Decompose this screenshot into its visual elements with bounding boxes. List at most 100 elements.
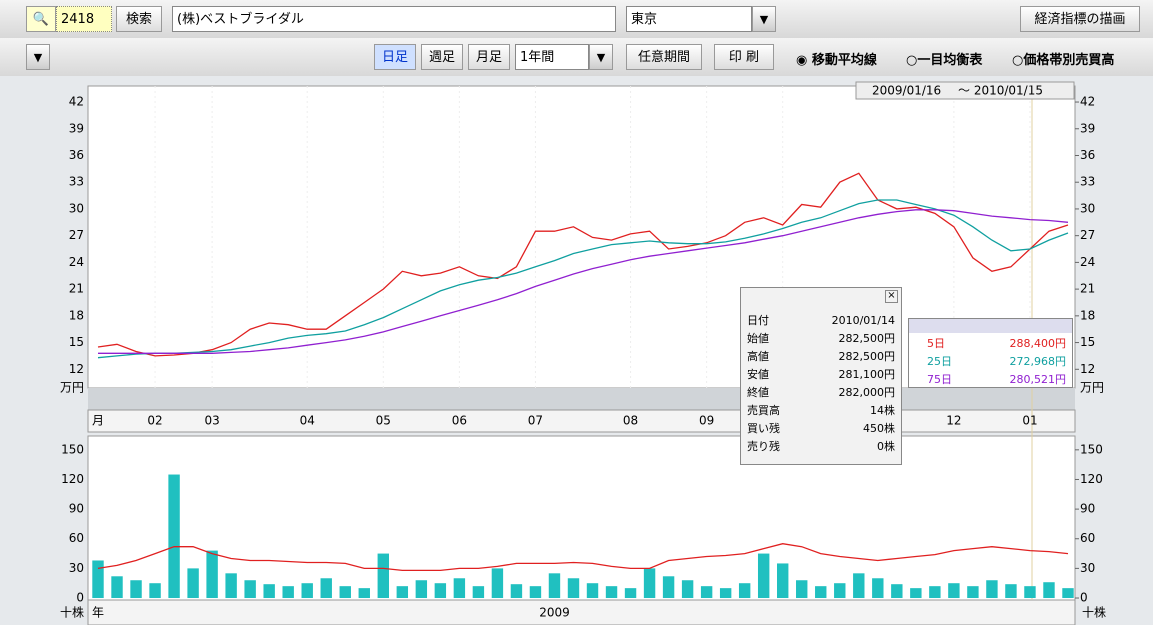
ma-value: 272,968円 bbox=[1009, 355, 1067, 368]
market-dropdown[interactable]: ▼ bbox=[752, 6, 776, 32]
x-tick-label: 01 bbox=[1022, 414, 1037, 428]
y-tick-label: 39 bbox=[69, 121, 84, 135]
tooltip-label: 売買高 bbox=[747, 404, 780, 417]
ma-row: 25日 272,968円 bbox=[909, 353, 1072, 371]
volume-bar bbox=[738, 583, 751, 599]
y-tick-label: 33 bbox=[69, 175, 84, 189]
y-tick-label: 90 bbox=[69, 502, 84, 516]
market-select[interactable]: 東京 bbox=[626, 6, 752, 32]
y-tick-label: 24 bbox=[1080, 255, 1095, 269]
tooltip-label: 高値 bbox=[747, 350, 769, 363]
x-tick-label: 03 bbox=[204, 414, 219, 428]
volume-bar bbox=[491, 568, 504, 599]
y-tick-label: 21 bbox=[1080, 282, 1095, 296]
y-tick-label: 60 bbox=[1080, 531, 1095, 545]
ma-value: 280,521円 bbox=[1009, 373, 1067, 386]
y-tick-label: 120 bbox=[61, 472, 84, 486]
volume-bar bbox=[815, 586, 827, 599]
volume-bar bbox=[225, 573, 237, 599]
search-icon[interactable]: 🔍 bbox=[26, 6, 56, 32]
x-tick-label: 09 bbox=[699, 414, 714, 428]
volume-bar bbox=[872, 578, 884, 599]
menu-dropdown[interactable]: ▼ bbox=[26, 44, 50, 70]
tooltip-label: 始値 bbox=[747, 332, 769, 345]
volume-bar bbox=[453, 578, 466, 599]
volume-bar bbox=[415, 580, 428, 599]
x-tick-label: 月 bbox=[92, 414, 104, 428]
y-tick-label: 27 bbox=[1080, 228, 1095, 242]
ma-row: 75日 280,521円 bbox=[909, 371, 1072, 389]
volume-bar bbox=[605, 586, 618, 599]
volume-bar bbox=[548, 573, 561, 599]
y-tick-label: 18 bbox=[1080, 308, 1095, 322]
search-button[interactable]: 検索 bbox=[116, 6, 162, 32]
ma-value: 288,400円 bbox=[1009, 337, 1067, 350]
ma-label: 75日 bbox=[927, 373, 952, 386]
tooltip-row: 終値 282,000円 bbox=[741, 384, 901, 402]
ma-panel: 5日 288,400円 25日 272,968円 75日 280,521円 bbox=[908, 318, 1073, 388]
chart: 2009/01/16 ～ 2010/01/15 万円 万円 十株 十株 12 12… bbox=[0, 76, 1153, 625]
y-unit: 十株 bbox=[60, 605, 84, 620]
print-button[interactable]: 印 刷 bbox=[714, 44, 774, 70]
ma-label: 25日 bbox=[927, 355, 952, 368]
volume-bar bbox=[681, 580, 694, 599]
y-tick-label: 0 bbox=[1080, 591, 1088, 605]
volume-bar bbox=[834, 583, 846, 599]
code-input[interactable]: 2418 bbox=[56, 6, 112, 32]
y-tick-label: 30 bbox=[69, 201, 84, 215]
tooltip-value: 281,100円 bbox=[838, 368, 896, 381]
period-week[interactable]: 週足 bbox=[421, 44, 463, 70]
volume-bar bbox=[510, 584, 523, 599]
tooltip-value: 282,500円 bbox=[838, 350, 896, 363]
volume-bar bbox=[624, 588, 637, 599]
volume-bar bbox=[1062, 588, 1074, 599]
volume-bar bbox=[320, 578, 332, 599]
range-dropdown[interactable]: ▼ bbox=[589, 44, 613, 70]
option-volume-profile[interactable]: ○価格帯別売買高 bbox=[1012, 53, 1115, 68]
volume-bar bbox=[472, 586, 485, 599]
tooltip-row: 高値 282,500円 bbox=[741, 348, 901, 366]
period-month[interactable]: 月足 bbox=[468, 44, 510, 70]
date-range-box bbox=[855, 81, 1075, 100]
y-unit: 万円 bbox=[1080, 381, 1104, 395]
tooltip-value: 282,500円 bbox=[838, 332, 896, 345]
y-tick-label: 18 bbox=[69, 308, 84, 322]
period-day[interactable]: 日足 bbox=[374, 44, 416, 70]
volume-bar bbox=[567, 578, 580, 599]
y-tick-label: 12 bbox=[69, 362, 84, 376]
range-select[interactable]: 1年間 bbox=[515, 44, 589, 70]
volume-bar bbox=[282, 586, 294, 599]
volume-bar bbox=[1043, 582, 1055, 599]
series-line bbox=[97, 199, 1069, 359]
volume-bar bbox=[586, 583, 599, 599]
y-unit: 万円 bbox=[60, 381, 84, 395]
year-band bbox=[87, 599, 1076, 625]
volume-bar bbox=[168, 474, 180, 599]
custom-range-button[interactable]: 任意期間 bbox=[626, 44, 702, 70]
x-tick-label: 07 bbox=[528, 414, 543, 428]
volume-bar bbox=[662, 576, 675, 599]
volume-bar bbox=[1024, 586, 1036, 599]
tooltip-label: 売り残 bbox=[747, 440, 780, 453]
option-ichimoku[interactable]: ○一目均衡表 bbox=[906, 53, 983, 68]
close-icon[interactable]: × bbox=[885, 290, 898, 303]
x-tick-label: 08 bbox=[623, 414, 638, 428]
month-band bbox=[87, 409, 1076, 433]
x-tick-label: 12 bbox=[946, 414, 961, 428]
volume-bar bbox=[757, 553, 770, 599]
option-label: 移動平均線 bbox=[811, 53, 877, 68]
volume-bar bbox=[853, 573, 865, 599]
y-unit: 十株 bbox=[1082, 605, 1106, 620]
y-tick-label: 42 bbox=[69, 95, 84, 109]
tooltip-value: 450株 bbox=[863, 422, 895, 435]
toolbar-top: 🔍 2418 検索 (株)ベストブライダル 東京 ▼ 経済指標の描画 bbox=[0, 0, 1153, 39]
tooltip-row: 安値 281,100円 bbox=[741, 366, 901, 384]
y-tick-label: 36 bbox=[1080, 148, 1095, 162]
company-name: (株)ベストブライダル bbox=[172, 6, 616, 32]
indicator-button[interactable]: 経済指標の描画 bbox=[1020, 6, 1140, 32]
option-ma[interactable]: ◉ 移動平均線 bbox=[796, 53, 877, 68]
separator bbox=[88, 388, 1075, 410]
series-line bbox=[97, 543, 1069, 572]
y-tick-label: 120 bbox=[1080, 472, 1103, 486]
